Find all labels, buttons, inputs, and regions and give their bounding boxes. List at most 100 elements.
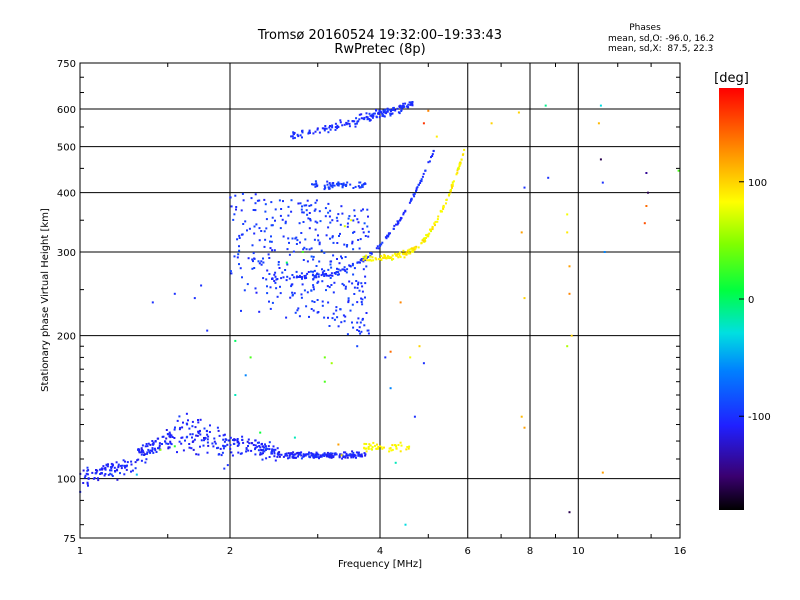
colorbar: [deg] 100 0 -100 [714, 71, 771, 510]
data-point [130, 460, 133, 463]
data-point [397, 444, 400, 446]
data-point [331, 124, 334, 127]
data-point [273, 455, 276, 458]
data-point [123, 473, 126, 476]
data-point [364, 275, 367, 278]
data-point [263, 230, 266, 233]
data-point [427, 235, 430, 238]
data-point [344, 456, 347, 459]
data-point [253, 232, 256, 235]
data-point [428, 160, 431, 163]
data-point [330, 362, 333, 365]
data-point [236, 438, 239, 440]
data-point [117, 465, 120, 467]
data-point [350, 456, 353, 459]
data-point [356, 345, 359, 348]
data-point [303, 204, 306, 207]
data-point [328, 286, 331, 289]
data-point [262, 277, 265, 280]
data-point [270, 235, 272, 238]
data-point [359, 321, 362, 324]
data-point [387, 232, 390, 235]
data-point [296, 276, 299, 278]
data-point [290, 135, 293, 138]
data-point [278, 199, 281, 202]
data-point [119, 472, 121, 475]
data-point [207, 435, 210, 438]
data-point [312, 286, 315, 289]
data-point [260, 448, 263, 451]
data-point [237, 253, 240, 256]
data-point [355, 451, 358, 454]
data-point [341, 457, 344, 460]
data-point [360, 117, 363, 120]
data-point [349, 309, 352, 312]
data-point [278, 453, 281, 456]
data-point [188, 446, 191, 449]
data-point [388, 450, 391, 453]
data-point [441, 210, 443, 213]
data-point [240, 209, 243, 212]
data-point [263, 446, 265, 449]
data-point [417, 183, 420, 186]
data-point [218, 434, 221, 437]
data-point [311, 274, 314, 277]
data-point [282, 235, 285, 238]
data-point [199, 433, 202, 436]
data-point [340, 205, 343, 208]
data-point [394, 109, 397, 112]
data-point [331, 126, 334, 129]
data-point [292, 137, 295, 140]
data-point [110, 467, 113, 470]
data-point [333, 272, 336, 274]
data-point [361, 318, 364, 321]
data-point [306, 213, 309, 216]
data-point [145, 458, 148, 461]
data-point [353, 230, 356, 233]
data-point [293, 136, 296, 139]
data-point [304, 277, 306, 280]
data-point [155, 451, 158, 453]
data-point [331, 182, 334, 185]
data-point [376, 245, 379, 248]
data-point [266, 447, 269, 450]
data-point [198, 430, 201, 433]
data-point [288, 454, 291, 457]
data-point [268, 448, 271, 451]
data-point [339, 308, 342, 311]
data-point [380, 259, 383, 261]
x-tick-label: 1 [77, 546, 83, 557]
data-point [271, 452, 273, 455]
data-point [297, 455, 299, 458]
data-point [327, 316, 329, 319]
data-point [313, 269, 316, 272]
data-point [226, 464, 229, 467]
data-point [106, 465, 109, 468]
data-point [312, 454, 315, 457]
data-point [203, 439, 205, 442]
data-point [336, 258, 338, 260]
data-point [237, 444, 240, 447]
data-point [358, 289, 361, 292]
data-point [445, 202, 447, 205]
data-point [378, 244, 381, 247]
data-point [343, 268, 346, 271]
data-point [256, 445, 259, 448]
data-point [141, 449, 144, 452]
data-point [188, 443, 191, 445]
data-point [191, 441, 194, 443]
data-point [271, 448, 274, 451]
data-point [313, 301, 316, 303]
data-point [254, 444, 257, 447]
data-point [318, 260, 321, 263]
data-point [252, 209, 255, 211]
data-point [402, 211, 405, 214]
data-point [310, 308, 313, 310]
data-point [147, 448, 150, 451]
data-point [566, 231, 569, 234]
data-point [336, 127, 339, 130]
data-point [375, 109, 378, 112]
data-point [296, 309, 299, 312]
data-point [321, 273, 324, 276]
colorbar-tick-label: 100 [748, 178, 767, 189]
